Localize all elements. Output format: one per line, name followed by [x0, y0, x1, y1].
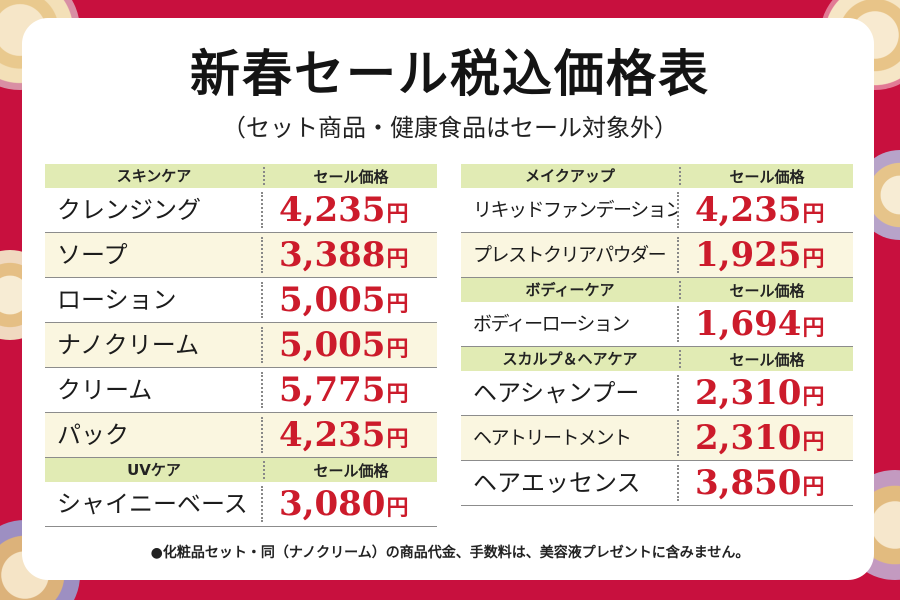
price-amount: 4,235: [279, 190, 386, 230]
price-amount: 5,005: [279, 325, 386, 365]
product-row: ヘアシャンプー 2,310円: [461, 371, 853, 416]
category-header: メイクアップ セール価格: [461, 164, 853, 188]
category-name: メイクアップ: [461, 167, 681, 185]
category-header: UVケア セール価格: [45, 458, 437, 482]
price-amount: 1,925: [695, 235, 802, 275]
category-name: ボディーケア: [461, 281, 681, 299]
product-name: ヘアトリートメント: [461, 420, 679, 456]
price-amount: 4,235: [279, 415, 386, 455]
product-row: リキッドファンデーション 4,235円: [461, 188, 853, 233]
product-name: ヘアエッセンス: [461, 465, 679, 501]
product-price: 2,310円: [679, 418, 853, 458]
category-header: ボディーケア セール価格: [461, 278, 853, 302]
yen-unit: 円: [386, 381, 409, 407]
category-header: スキンケア セール価格: [45, 164, 437, 188]
footnote: ●化粧品セット・同（ナノクリーム）の商品代金、手数料は、美容液プレゼントに含みま…: [150, 545, 750, 561]
price-amount: 3,080: [279, 484, 386, 524]
yen-unit: 円: [802, 315, 825, 341]
yen-unit: 円: [386, 201, 409, 227]
product-name: ボディーローション: [461, 306, 679, 342]
product-price: 4,235円: [263, 415, 437, 455]
product-name: シャイニーベース: [45, 486, 263, 522]
yen-unit: 円: [386, 291, 409, 317]
left-price-table: スキンケア セール価格 クレンジング 4,235円 ソープ 3,388円 ローション 5,00…: [45, 164, 437, 527]
price-column-header: セール価格: [313, 167, 389, 186]
product-row: シャイニーベース 3,080円: [45, 482, 437, 527]
product-row: パック 4,235円: [45, 413, 437, 458]
price-amount: 4,235: [695, 190, 802, 230]
product-row: ボディーローション 1,694円: [461, 302, 853, 347]
product-name: ヘアシャンプー: [461, 375, 679, 411]
yen-unit: 円: [802, 384, 825, 410]
yen-unit: 円: [386, 495, 409, 521]
product-row: ヘアトリートメント 2,310円: [461, 416, 853, 461]
product-price: 5,005円: [263, 325, 437, 365]
product-row: ナノクリーム 5,005円: [45, 323, 437, 368]
product-price: 2,310円: [679, 373, 853, 413]
price-amount: 5,775: [279, 370, 386, 410]
category-name: スキンケア: [45, 167, 265, 185]
product-name: プレストクリアパウダー: [461, 237, 679, 273]
product-name: クリーム: [45, 372, 263, 408]
category-header: スカルプ＆ヘアケア セール価格: [461, 347, 853, 371]
page-subtitle: （セット商品・健康食品はセール対象外）: [222, 114, 678, 142]
yen-unit: 円: [386, 246, 409, 272]
category-name: スカルプ＆ヘアケア: [461, 350, 681, 368]
product-price: 5,775円: [263, 370, 437, 410]
right-price-table: メイクアップ セール価格 リキッドファンデーション 4,235円 プレストクリアパウダー…: [461, 164, 853, 506]
product-price: 3,388円: [263, 235, 437, 275]
price-amount: 1,694: [695, 304, 802, 344]
yen-unit: 円: [386, 336, 409, 362]
price-amount: 3,388: [279, 235, 386, 275]
yen-unit: 円: [802, 201, 825, 227]
product-price: 3,850円: [679, 463, 853, 503]
price-amount: 2,310: [695, 373, 802, 413]
product-row: ヘアエッセンス 3,850円: [461, 461, 853, 506]
category-name: UVケア: [45, 461, 265, 479]
product-name: ソープ: [45, 237, 263, 273]
price-column-header: セール価格: [729, 350, 805, 369]
product-price: 3,080円: [263, 484, 437, 524]
page-title: 新春セール税込価格表: [190, 45, 710, 103]
yen-unit: 円: [802, 429, 825, 455]
product-row: クリーム 5,775円: [45, 368, 437, 413]
yen-unit: 円: [802, 246, 825, 272]
price-column-header: セール価格: [313, 461, 389, 480]
product-row: プレストクリアパウダー 1,925円: [461, 233, 853, 278]
product-price: 1,925円: [679, 235, 853, 275]
product-price: 4,235円: [263, 190, 437, 230]
yen-unit: 円: [386, 426, 409, 452]
product-row: ローション 5,005円: [45, 278, 437, 323]
product-name: ローション: [45, 282, 263, 318]
product-row: クレンジング 4,235円: [45, 188, 437, 233]
product-name: クレンジング: [45, 192, 263, 228]
product-name: パック: [45, 417, 263, 453]
price-column-header: セール価格: [729, 281, 805, 300]
product-row: ソープ 3,388円: [45, 233, 437, 278]
yen-unit: 円: [802, 474, 825, 500]
product-price: 4,235円: [679, 190, 853, 230]
price-column-header: セール価格: [729, 167, 805, 186]
product-price: 1,694円: [679, 304, 853, 344]
product-price: 5,005円: [263, 280, 437, 320]
price-amount: 2,310: [695, 418, 802, 458]
product-name: リキッドファンデーション: [461, 192, 679, 228]
price-amount: 5,005: [279, 280, 386, 320]
price-amount: 3,850: [695, 463, 802, 503]
product-name: ナノクリーム: [45, 327, 263, 363]
